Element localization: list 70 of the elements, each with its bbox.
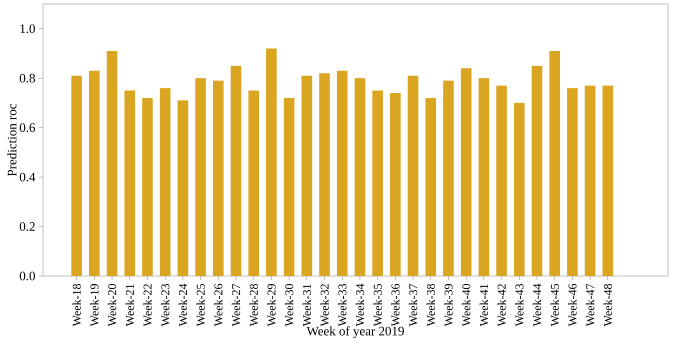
bar (230, 66, 242, 276)
bar (584, 86, 596, 276)
bar (195, 78, 206, 276)
y-tick-label: 0.8 (20, 74, 35, 83)
bar (390, 93, 401, 276)
x-tick-label: Week-22 (143, 284, 152, 326)
x-tick-label: Week-44 (532, 284, 542, 326)
bar (354, 78, 366, 276)
x-tick-label: Week-47 (586, 284, 594, 326)
x-tick-label: Week-37 (408, 284, 418, 326)
x-tick-label: Week-36 (391, 284, 400, 326)
y-axis-title: Prediction roc (7, 104, 16, 176)
x-tick-label: Week-43 (515, 284, 524, 326)
x-tick-label: Week-24 (178, 284, 188, 326)
x-tick-label: Week-42 (497, 284, 506, 326)
x-tick-label: Week-21 (126, 284, 134, 326)
x-tick-label: Week-35 (373, 284, 382, 326)
x-tick-label: Week-26 (214, 284, 223, 326)
bar (124, 90, 136, 276)
bar (319, 73, 330, 276)
x-tick-label: Week-38 (426, 284, 435, 326)
y-tick-label: 0.2 (20, 222, 35, 231)
x-tick-label: Week-46 (568, 284, 577, 326)
bar (71, 76, 82, 276)
x-tick-label: Week-31 (302, 284, 312, 326)
bar (212, 80, 224, 276)
y-tick-label: 0.4 (20, 172, 36, 182)
bar (178, 100, 188, 276)
bar (532, 66, 542, 276)
x-tick-label: Week-30 (284, 284, 294, 326)
bar (89, 70, 100, 276)
x-tick-label: Week-33 (338, 284, 346, 326)
x-tick-label: Week-18 (72, 284, 81, 326)
bar (372, 90, 383, 276)
bar (106, 50, 118, 276)
x-tick-label: Week-40 (462, 284, 470, 326)
bar (567, 88, 578, 276)
x-tick-label: Week-28 (249, 284, 258, 326)
x-tick-label: Week-39 (444, 284, 453, 326)
x-tick-label: Week-41 (480, 284, 488, 326)
y-tick-label: 0.0 (20, 272, 35, 280)
bar (478, 78, 490, 276)
x-tick-label: Week-29 (267, 284, 276, 326)
bar (443, 80, 454, 276)
bar (142, 98, 153, 276)
bar (336, 70, 348, 276)
bar (514, 102, 525, 276)
bar (284, 98, 294, 276)
x-tick-label: Week-20 (108, 284, 116, 326)
bar (425, 98, 436, 276)
bar (496, 86, 507, 276)
bar (602, 86, 614, 276)
bar (408, 76, 418, 276)
x-tick-label: Week-34 (356, 284, 364, 326)
x-tick-label: Week-32 (320, 284, 329, 326)
bar (302, 76, 312, 276)
x-tick-label: Week-25 (196, 284, 205, 326)
x-tick-label: Week-45 (550, 284, 559, 326)
bar (549, 50, 560, 276)
x-axis-title: Week of year 2019 (306, 326, 404, 338)
y-tick-label: 1.0 (20, 24, 35, 34)
x-tick-label: Week-27 (232, 284, 240, 326)
x-tick-label: Week-48 (604, 284, 612, 326)
bar (248, 90, 260, 276)
x-tick-label: Week-23 (160, 284, 170, 326)
x-tick-label: Week-19 (90, 284, 99, 326)
bar (460, 68, 472, 276)
y-tick-label: 0.6 (20, 123, 36, 132)
bar (266, 48, 277, 276)
bar (160, 88, 170, 276)
